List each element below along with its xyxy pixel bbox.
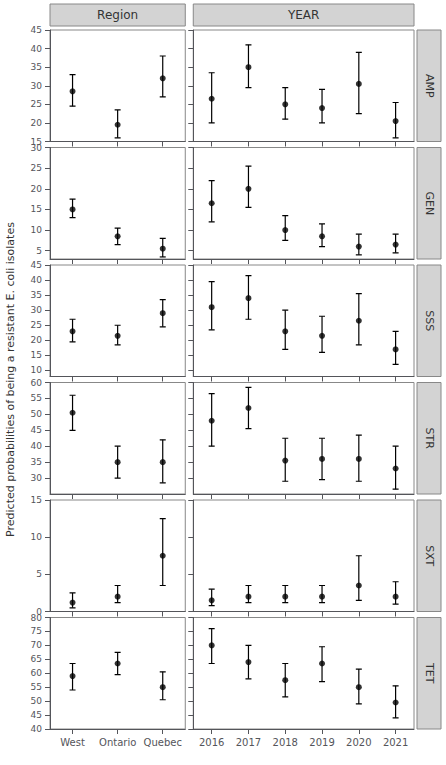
svg-text:30: 30 [31, 473, 43, 483]
svg-text:40: 40 [31, 44, 43, 54]
svg-text:80: 80 [31, 613, 43, 623]
svg-text:15: 15 [31, 495, 42, 505]
svg-text:60: 60 [31, 378, 43, 388]
svg-text:20: 20 [31, 118, 43, 128]
svg-text:10: 10 [31, 225, 43, 235]
svg-text:65: 65 [31, 654, 42, 664]
svg-text:30: 30 [31, 305, 43, 315]
svg-text:10: 10 [31, 532, 43, 542]
svg-text:2020: 2020 [346, 737, 371, 748]
svg-text:70: 70 [31, 640, 43, 650]
svg-text:0: 0 [36, 606, 42, 617]
svg-text:2016: 2016 [199, 737, 224, 748]
svg-text:45: 45 [31, 25, 42, 35]
svg-text:AMP: AMP [423, 74, 436, 98]
svg-text:SXT: SXT [423, 545, 436, 566]
svg-text:Ontario: Ontario [99, 737, 136, 748]
svg-text:25: 25 [31, 320, 42, 330]
svg-text:45: 45 [31, 425, 42, 435]
svg-text:SSS: SSS [423, 310, 436, 331]
svg-text:Quebec: Quebec [144, 737, 182, 748]
svg-text:20: 20 [31, 184, 43, 194]
svg-text:GEN: GEN [423, 191, 436, 215]
svg-text:40: 40 [31, 724, 43, 734]
svg-text:Region: Region [97, 8, 138, 22]
svg-text:25: 25 [31, 99, 42, 109]
svg-text:55: 55 [31, 393, 42, 403]
svg-text:40: 40 [31, 275, 43, 285]
svg-text:TET: TET [423, 662, 436, 684]
svg-text:30: 30 [31, 143, 43, 153]
svg-text:40: 40 [31, 441, 43, 451]
svg-text:20: 20 [31, 335, 43, 345]
svg-text:30: 30 [31, 81, 43, 91]
svg-text:15: 15 [31, 204, 42, 214]
svg-text:YEAR: YEAR [287, 8, 319, 22]
svg-text:STR: STR [423, 428, 436, 450]
svg-text:35: 35 [31, 62, 42, 72]
svg-text:45: 45 [31, 260, 42, 270]
svg-text:25: 25 [31, 163, 42, 173]
svg-text:75: 75 [31, 626, 42, 636]
svg-text:West: West [60, 737, 85, 748]
svg-text:35: 35 [31, 290, 42, 300]
svg-text:15: 15 [31, 350, 42, 360]
svg-text:55: 55 [31, 682, 42, 692]
svg-text:35: 35 [31, 457, 42, 467]
svg-text:2017: 2017 [236, 737, 261, 748]
svg-text:45: 45 [31, 710, 42, 720]
svg-text:50: 50 [31, 696, 43, 706]
svg-text:2019: 2019 [309, 737, 334, 748]
svg-text:2018: 2018 [273, 737, 298, 748]
svg-text:Predicted probabilities of bei: Predicted probabilities of being a resis… [4, 222, 17, 537]
svg-text:5: 5 [36, 569, 42, 579]
svg-text:15: 15 [30, 136, 42, 147]
svg-text:2021: 2021 [383, 737, 408, 748]
svg-text:60: 60 [31, 668, 43, 678]
svg-text:5: 5 [36, 246, 42, 256]
svg-text:50: 50 [31, 409, 43, 419]
svg-text:10: 10 [31, 365, 43, 375]
